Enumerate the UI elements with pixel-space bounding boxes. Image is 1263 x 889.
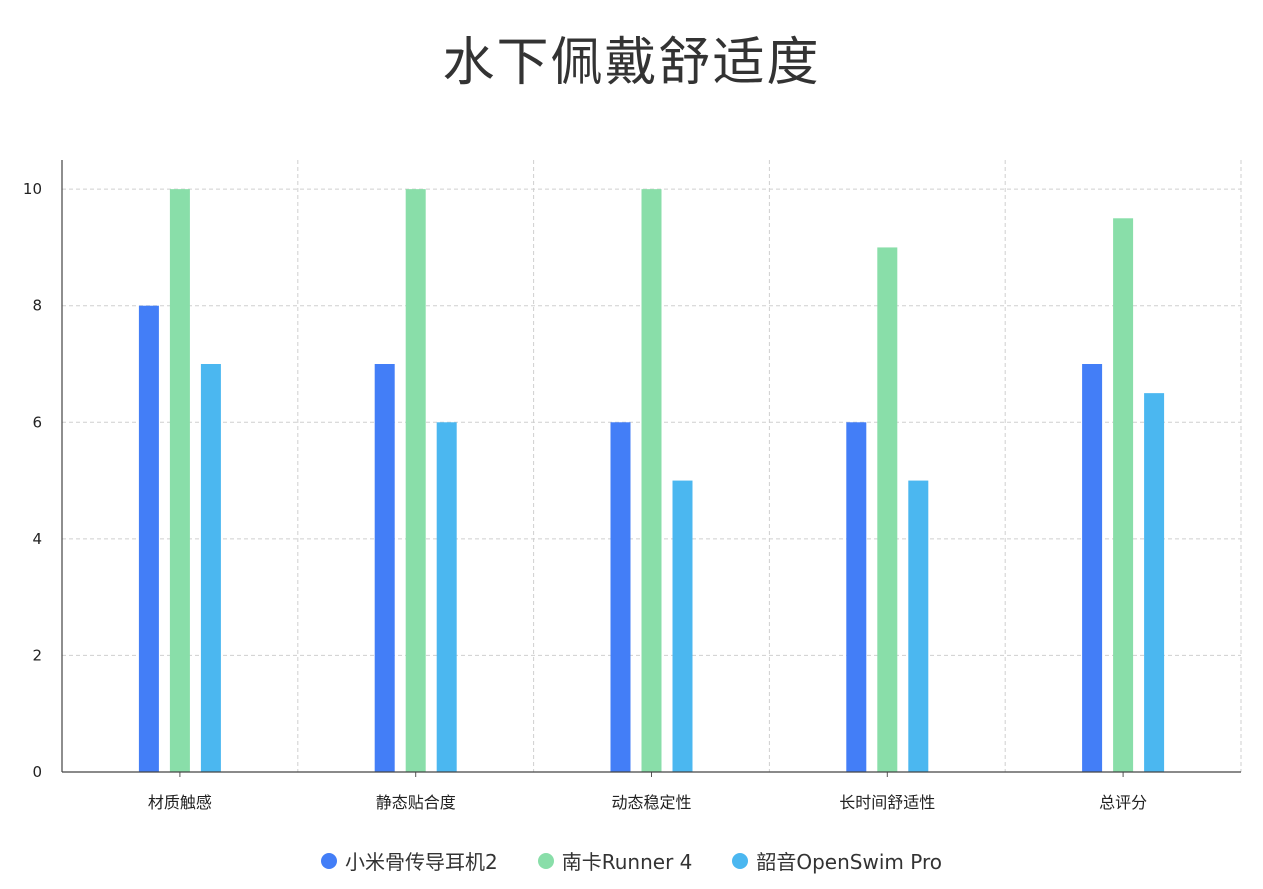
bar-2-5 xyxy=(1113,218,1134,773)
legend-label: 南卡Runner 4 xyxy=(561,850,693,874)
bar-chart: 0 2 4 6 8 10 材质触感 静态贴合度 动态稳定性 长时间舒适性 总评分 xyxy=(23,160,1242,812)
legend-marker-icon xyxy=(537,852,554,869)
bar-1-5 xyxy=(1082,364,1103,772)
bar-2-2 xyxy=(405,189,426,773)
x-tick-label: 总评分 xyxy=(1099,793,1147,812)
bars xyxy=(138,189,1165,773)
tick-labels: 0 2 4 6 8 10 材质触感 静态贴合度 动态稳定性 长时间舒适性 总评分 xyxy=(23,180,1147,812)
y-tick-label: 8 xyxy=(32,297,42,315)
y-tick-label: 0 xyxy=(32,763,42,781)
bar-3-3 xyxy=(672,480,693,772)
legend-marker-icon xyxy=(321,852,337,869)
x-tick-label: 静态贴合度 xyxy=(376,793,456,812)
legend-label: 小米骨传导耳机2 xyxy=(345,850,498,874)
x-tick-label: 长时间舒适性 xyxy=(839,793,935,812)
bar-3-1 xyxy=(200,364,221,772)
bar-3-4 xyxy=(908,480,929,772)
legend-marker-icon xyxy=(732,852,749,869)
bar-1-2 xyxy=(374,364,395,772)
legend-item[interactable]: 南卡Runner 4 xyxy=(537,846,693,875)
bar-2-3 xyxy=(641,189,662,773)
y-tick-label: 6 xyxy=(32,413,42,431)
y-tick-label: 2 xyxy=(32,646,42,664)
y-tick-label: 4 xyxy=(32,530,42,548)
bar-1-3 xyxy=(610,422,631,772)
bar-3-2 xyxy=(436,422,457,772)
axes xyxy=(61,160,1241,777)
legend-label: 韶音OpenSwim Pro xyxy=(756,850,942,874)
x-tick-label: 材质触感 xyxy=(148,793,212,812)
bar-2-4 xyxy=(877,247,898,772)
bar-3-5 xyxy=(1144,393,1165,772)
bar-2-1 xyxy=(169,189,190,773)
legend: 小米骨传导耳机2 南卡Runner 4 韶音OpenSwim Pro xyxy=(0,846,1263,875)
x-tick-label: 动态稳定性 xyxy=(611,793,691,812)
bar-1-4 xyxy=(846,422,867,772)
legend-item[interactable]: 小米骨传导耳机2 xyxy=(321,846,498,875)
chart-title: 水下佩戴舒适度 xyxy=(442,33,821,93)
legend-item[interactable]: 韶音OpenSwim Pro xyxy=(732,846,942,875)
y-tick-label: 10 xyxy=(23,180,42,198)
bar-1-1 xyxy=(138,305,159,772)
